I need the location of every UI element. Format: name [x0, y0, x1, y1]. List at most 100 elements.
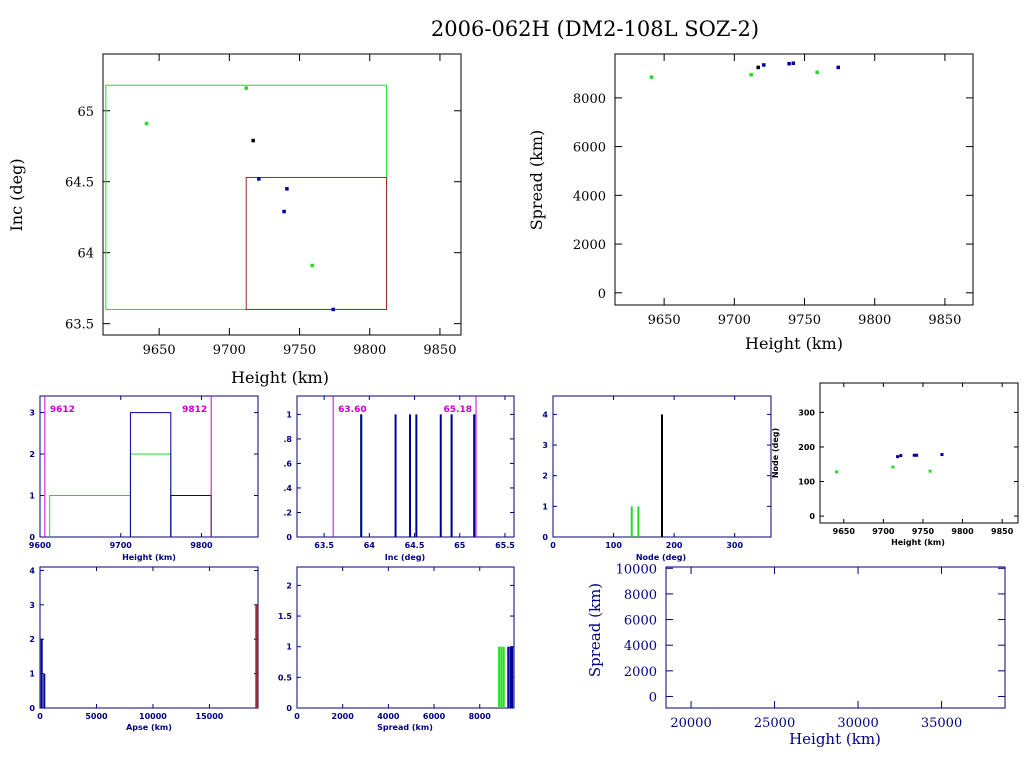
apse_hist-xtick-label: 15000: [196, 712, 224, 721]
node_vs_height-xtick-label: 9700: [872, 527, 895, 536]
height_hist-ytick-label: 1: [29, 492, 35, 501]
inc_hist-ytick-label: .8: [283, 435, 292, 444]
spread_vs_height_wide-ytick-label: 2000: [624, 665, 657, 680]
node_hist-ytick-label: 3: [542, 441, 548, 450]
apse_hist-xlabel: Apse (km): [126, 723, 172, 732]
spread_vs_height-point: [749, 72, 753, 77]
inc_vs_height-point: [244, 86, 248, 90]
spread_vs_height-xtick-label: 9800: [858, 313, 891, 328]
node_hist-xtick-label: 200: [666, 541, 683, 550]
apse_hist-ytick-label: 0: [29, 704, 35, 713]
inc_hist-xtick-label: 63.5: [314, 541, 334, 550]
height_hist-ytick-label: 3: [29, 409, 35, 418]
node_hist-ytick-label: 1: [542, 502, 548, 511]
inc_vs_height-xtick-label: 9650: [143, 343, 176, 358]
height_hist-xtick-label: 9800: [190, 541, 213, 550]
spread_hist-xtick-label: 2000: [332, 712, 355, 721]
spread_hist-xtick-label: 0: [294, 712, 300, 721]
inc_vs_height-ytick-label: 65: [77, 105, 94, 120]
spread_vs_height-xtick-label: 9650: [648, 313, 681, 328]
inc_vs_height-xtick-label: 9850: [423, 343, 456, 358]
node_hist-xlabel: Node (deg): [636, 553, 686, 562]
node_vs_height-point: [912, 453, 916, 457]
height_hist-xtick-label: 9600: [29, 541, 52, 550]
height_hist-bin-green: [170, 495, 212, 537]
inc_vs_height-ylabel: Inc (deg): [7, 158, 26, 231]
spread_vs_height-point: [836, 65, 840, 70]
spread_vs_height_wide-xtick-label: 25000: [754, 716, 795, 731]
node_vs_height-panel: 9650 9700 9750 9800 9850 0 100 200 300 Height (km…: [771, 382, 1019, 547]
height_hist-frame: [39, 395, 259, 538]
inc_hist-limit-label: 65.18: [444, 405, 472, 415]
inc_vs_height-point: [310, 263, 314, 268]
spread_vs_height-xlabel: Height (km): [745, 334, 843, 353]
node_vs_height-xtick-label: 9850: [991, 527, 1014, 536]
spread_hist-ytick-label: 2: [286, 581, 292, 590]
node_vs_height-xtick-label: 9650: [833, 527, 856, 536]
inc_vs_height-frame: [102, 53, 462, 336]
inc_hist-xtick-label: 64: [364, 541, 376, 550]
node_hist-panel: 0 100 200 300 0 1 2 3 4 Node (deg): [542, 395, 772, 562]
height_hist-ytick-label: 0: [29, 533, 35, 542]
apse_hist-ytick-label: 2: [29, 635, 35, 644]
spread_vs_height_wide-xtick-label: 35000: [921, 716, 962, 731]
node_hist-ytick-label: 0: [542, 533, 548, 542]
spread_vs_height-ytick-label: 4000: [573, 189, 606, 204]
apse_hist-panel: 0 5000 10000 15000 0 1 2 3 4 Apse (km): [29, 566, 259, 732]
spread_vs_height-point: [762, 63, 766, 67]
inc_vs_height-box-red: [245, 176, 388, 310]
spread_vs_height-xtick-label: 9750: [788, 313, 821, 328]
inc_vs_height-point: [251, 138, 255, 143]
spread_hist-ytick-label: 0: [286, 704, 292, 713]
inc_vs_height-xlabel: Height (km): [231, 368, 329, 387]
node_vs_height-frame: [819, 382, 1019, 524]
inc_vs_height-ytick-label: 64: [77, 247, 94, 262]
apse_hist-xtick-label: 10000: [139, 712, 167, 721]
node_hist-ytick-label: 4: [542, 410, 548, 419]
spread_vs_height-point: [791, 61, 796, 66]
height_hist-bin-blue: [170, 495, 212, 537]
node_hist-ytick-label: 2: [542, 472, 548, 481]
node_vs_height-point: [915, 453, 919, 457]
spread_vs_height-ytick-label: 8000: [573, 92, 606, 107]
inc_hist-frame: [296, 395, 515, 538]
spread_hist-frame: [296, 566, 515, 709]
inc_vs_height-panel: 9650 9700 9750 9800 9850 63.5 64 64.5 65 Height (…: [7, 53, 462, 387]
node_vs_height-ytick-label: 300: [798, 408, 815, 417]
spread_vs_height_wide-ytick-label: 6000: [624, 614, 657, 629]
inc_vs_height-xtick-label: 9750: [283, 343, 316, 358]
inc_vs_height-point: [331, 307, 335, 312]
node_vs_height-ylabel: Node (deg): [771, 428, 780, 478]
spread_vs_height_wide-ytick-label: 4000: [624, 639, 657, 654]
height_hist-limit-label: 9812: [182, 405, 207, 415]
spread_hist-xtick-label: 6000: [423, 712, 446, 721]
spread_hist-ytick-label: 1.5: [278, 612, 293, 621]
inc_hist-limit-label: 63.60: [338, 405, 366, 415]
height_hist-bin-blue: [129, 412, 172, 537]
spread_vs_height_wide-xtick-label: 20000: [670, 716, 711, 731]
inc_hist-ytick-label: .4: [283, 484, 292, 493]
inc_vs_height-point: [285, 187, 289, 191]
spread_vs_height-ylabel: Spread (km): [527, 130, 546, 231]
apse_hist-frame: [39, 566, 259, 709]
spread_hist-xtick-label: 4000: [377, 712, 400, 721]
spread_vs_height-point: [756, 65, 760, 70]
inc_vs_height-ytick-label: 63.5: [65, 318, 94, 333]
inc_hist-ytick-label: .6: [283, 459, 292, 468]
spread_vs_height_wide-xlabel: Height (km): [789, 730, 881, 748]
inc_hist-ytick-label: 0: [286, 533, 292, 542]
inc_vs_height-point: [257, 177, 261, 181]
node_hist-xtick-label: 100: [605, 541, 622, 550]
spread_hist-panel: 0 2000 4000 6000 8000 0 0.5 1 1.5 2 Spread (km): [278, 566, 515, 732]
inc_hist-xlabel: Inc (deg): [385, 553, 425, 562]
inc_vs_height-xtick-label: 9700: [213, 343, 246, 358]
height_hist-xtick-label: 9700: [110, 541, 133, 550]
spread_vs_height-ytick-label: 0: [598, 287, 606, 302]
spread_vs_height-ytick-label: 6000: [573, 141, 606, 156]
spread_vs_height-panel: 9650 9700 9750 9800 9850 0 2000 4000 6000 8000 Hei…: [527, 53, 974, 353]
height_hist-bin-green: [129, 453, 172, 537]
node_vs_height-point: [896, 455, 900, 459]
height_hist-xlabel: Height (km): [122, 553, 176, 562]
node_vs_height-xlabel: Height (km): [891, 538, 945, 547]
